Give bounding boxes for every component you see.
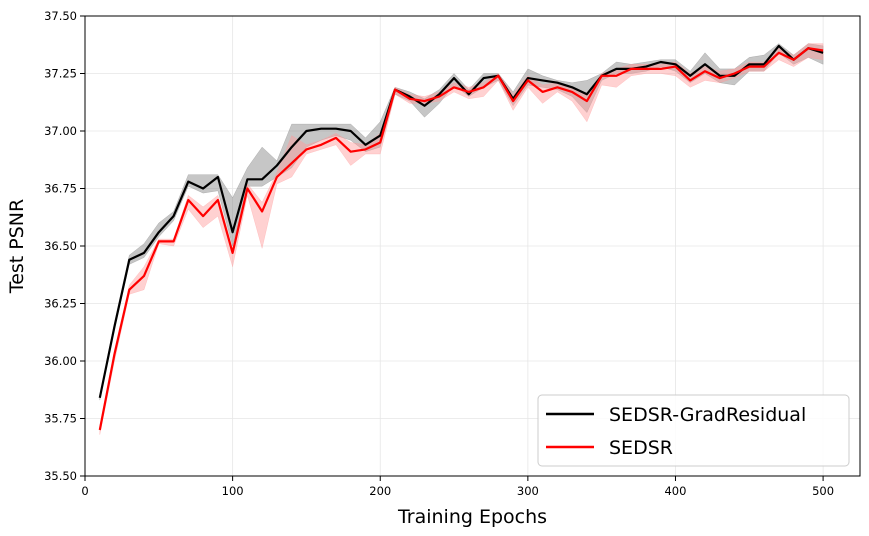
y-tick-label: 37.00 bbox=[44, 124, 77, 138]
y-tick-label: 37.50 bbox=[44, 9, 77, 23]
y-axis-ticks: 35.50 35.75 36.00 36.25 36.50 36.75 37.00 37.25… bbox=[44, 9, 85, 483]
x-tick-label: 500 bbox=[812, 484, 834, 498]
legend: SEDSR-GradResidual SEDSR bbox=[537, 394, 850, 467]
x-axis-ticks: 0 100 200 300 400 500 bbox=[81, 476, 834, 498]
y-tick-label: 37.25 bbox=[44, 67, 77, 81]
y-tick-label: 36.50 bbox=[44, 239, 77, 253]
y-tick-label: 35.50 bbox=[44, 469, 77, 483]
band-sedsr-gradresidual bbox=[99, 43, 824, 401]
band-sedsr bbox=[99, 43, 824, 435]
line-sedsr-gradresidual bbox=[98, 44, 824, 399]
x-tick-label: 200 bbox=[369, 484, 391, 498]
legend-label: SEDSR-GradResidual bbox=[609, 404, 806, 426]
series-lines bbox=[98, 44, 824, 431]
x-tick-label: 0 bbox=[81, 484, 88, 498]
legend-label: SEDSR bbox=[609, 437, 673, 459]
x-tick-label: 300 bbox=[517, 484, 539, 498]
y-axis-title: Test PSNR bbox=[6, 199, 28, 294]
legend-box bbox=[537, 394, 850, 467]
line-sedsr bbox=[98, 47, 824, 431]
x-axis-title: Training Epochs bbox=[397, 506, 547, 528]
y-tick-label: 36.25 bbox=[44, 297, 77, 311]
y-tick-label: 36.75 bbox=[44, 182, 77, 196]
y-tick-label: 35.75 bbox=[44, 412, 77, 426]
confidence-bands bbox=[99, 43, 824, 435]
y-tick-label: 36.00 bbox=[44, 354, 77, 368]
x-tick-label: 100 bbox=[222, 484, 244, 498]
x-tick-label: 400 bbox=[664, 484, 686, 498]
